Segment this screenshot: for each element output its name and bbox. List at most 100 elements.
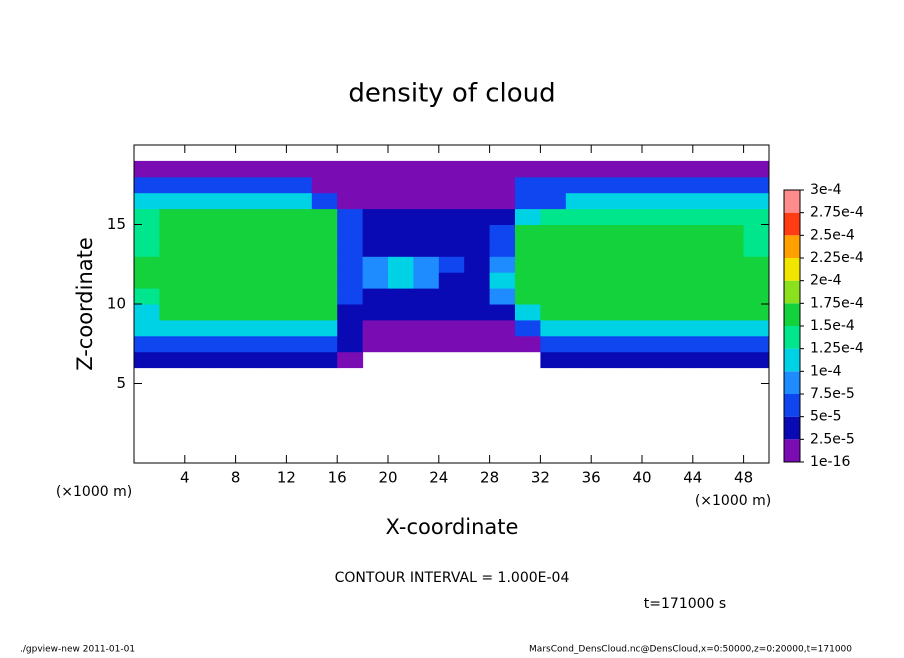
cell [489,319,516,337]
cell [235,224,262,241]
cell [489,240,516,257]
cell [184,160,211,178]
cell [616,272,643,289]
cell [489,256,516,273]
x-tick-label: 16 [328,469,347,487]
cell [616,208,643,225]
cell [667,240,694,257]
cell [159,160,186,178]
cell [388,288,414,305]
cell [184,288,211,305]
cell [261,256,287,273]
cell [464,256,491,273]
cell [337,335,364,353]
x-tick-label: 44 [683,469,702,487]
cell [692,335,719,353]
cell [235,176,262,194]
cell [210,224,237,241]
cell [388,192,414,210]
cell [743,192,770,210]
x-tick-label: 12 [277,469,296,487]
cell [438,208,465,225]
cell [311,288,338,305]
cell [743,335,770,353]
cell [210,192,237,210]
contour-note: CONTOUR INTERVAL = 1.000E-04 [335,570,570,586]
cell [286,176,313,194]
cell [134,208,160,225]
cell [464,240,491,257]
colorbar-label: 2.25e-4 [810,250,864,266]
cell [743,160,770,178]
cell [642,351,668,369]
cell [362,240,389,257]
cell [413,288,440,305]
cell [362,335,389,353]
cell [515,288,541,305]
cell [235,160,262,178]
cell [591,304,618,321]
cell [692,288,719,305]
cell [286,256,313,273]
cell [388,319,414,337]
cell [565,288,592,305]
cell [286,288,313,305]
cell [616,335,643,353]
cell [184,240,211,257]
cell [464,272,491,289]
cell [337,351,364,369]
cell [616,224,643,241]
cell [642,224,668,241]
cell [159,192,186,210]
colorbar-label: 1.5e-4 [810,318,855,334]
cell [388,304,414,321]
colorbar-label: 1.25e-4 [810,341,864,357]
cell [362,224,389,241]
cell [438,335,465,353]
cell [134,304,160,321]
x-tick-label: 36 [582,469,601,487]
cell [261,288,287,305]
cell [540,304,567,321]
cell [184,224,211,241]
cell [718,208,745,225]
cell [388,160,414,178]
cell [642,319,668,337]
cell [489,304,516,321]
cell [438,240,465,257]
cell [667,288,694,305]
x-axis-label: X-coordinate [386,515,519,539]
cell [413,319,440,337]
cell [718,272,745,289]
colorbar-swatch [784,258,800,281]
cell [362,160,389,178]
cell [565,192,592,210]
cell [718,335,745,353]
cell [362,272,389,289]
cell [591,160,618,178]
cell [540,351,567,369]
cell [743,176,770,194]
cell [235,208,262,225]
cell [540,288,567,305]
cell [134,272,160,289]
cell [413,224,440,241]
cell [286,192,313,210]
cell [286,351,313,369]
cell [540,272,567,289]
cell [565,208,592,225]
cell [286,304,313,321]
cell [642,160,668,178]
cell [540,319,567,337]
cell [134,192,160,210]
cell [311,224,338,241]
cell [311,272,338,289]
cell [743,256,770,273]
cell [565,272,592,289]
cell [184,272,211,289]
colorbar-swatch [784,190,800,213]
cell [718,176,745,194]
cell [235,351,262,369]
chart-title: density of cloud [348,79,555,109]
